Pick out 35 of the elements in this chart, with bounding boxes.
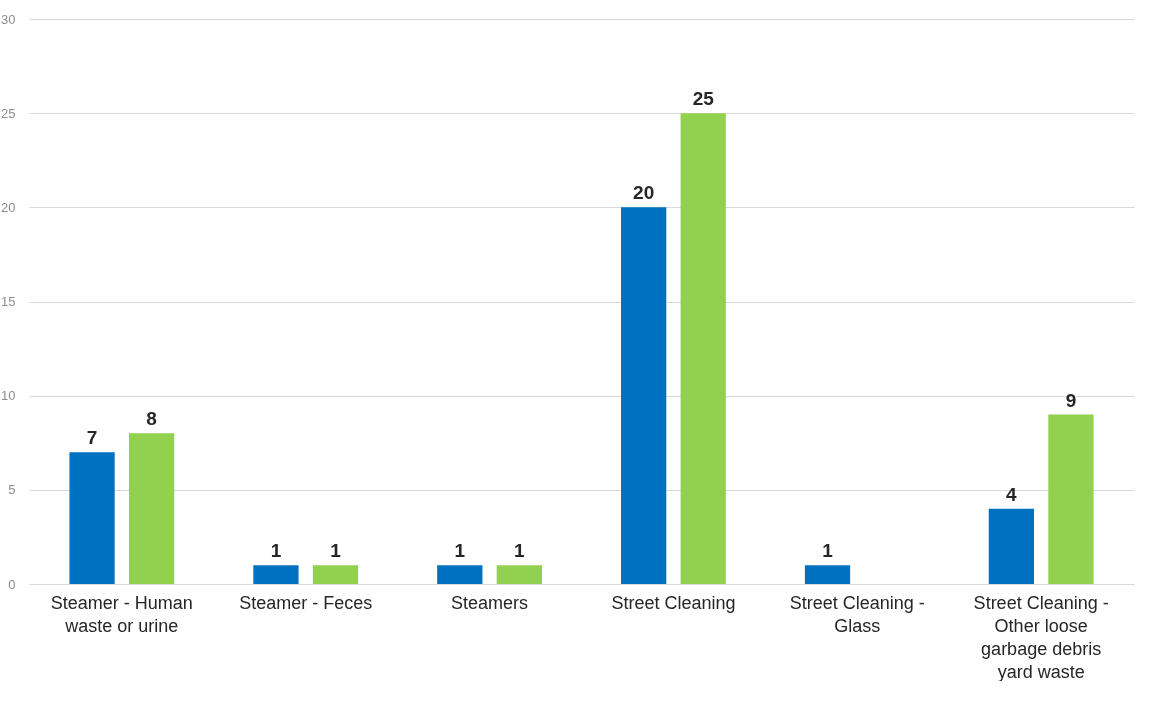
- bar: [69, 452, 115, 584]
- data-label: 9: [1065, 389, 1077, 411]
- y-tick-label: 15: [1, 294, 16, 309]
- data-label: 25: [692, 88, 715, 110]
- y-tick-label: 25: [1, 105, 16, 121]
- x-tick-label: Street Cleaning - Other loose garbage debris yard waste: [973, 592, 1109, 682]
- bar: [437, 565, 483, 584]
- data-label: 7: [86, 427, 98, 449]
- x-tick-label: Street Cleaning: [611, 592, 736, 613]
- x-tick-label: Street Cleaning - Glass: [789, 592, 925, 636]
- data-label: 20: [633, 182, 655, 204]
- data-label: 1: [514, 540, 526, 562]
- data-label: 4: [1006, 483, 1018, 505]
- x-tick-label: Steamer - Human waste or urine: [50, 592, 193, 636]
- y-tick-label: 0: [8, 576, 16, 592]
- data-label: 1: [822, 540, 834, 562]
- x-tick-label: Steamer - Feces: [239, 592, 373, 613]
- bar: [680, 113, 726, 584]
- bar: [253, 565, 299, 584]
- bar: [621, 207, 667, 584]
- y-tick-label: 30: [1, 11, 16, 27]
- data-label: 1: [330, 540, 342, 562]
- bar: [1048, 414, 1094, 584]
- bar: [804, 565, 851, 584]
- data-label: 8: [146, 408, 157, 430]
- data-label: 1: [454, 540, 466, 562]
- y-tick-label: 20: [1, 199, 16, 215]
- bar: [312, 565, 359, 584]
- bar: [988, 508, 1035, 584]
- x-tick-label: Steamers: [451, 592, 529, 613]
- y-tick-label: 10: [1, 388, 16, 404]
- y-tick-label: 5: [8, 482, 16, 498]
- bar: [128, 433, 175, 584]
- bar: [496, 565, 542, 584]
- data-label: 1: [270, 540, 282, 562]
